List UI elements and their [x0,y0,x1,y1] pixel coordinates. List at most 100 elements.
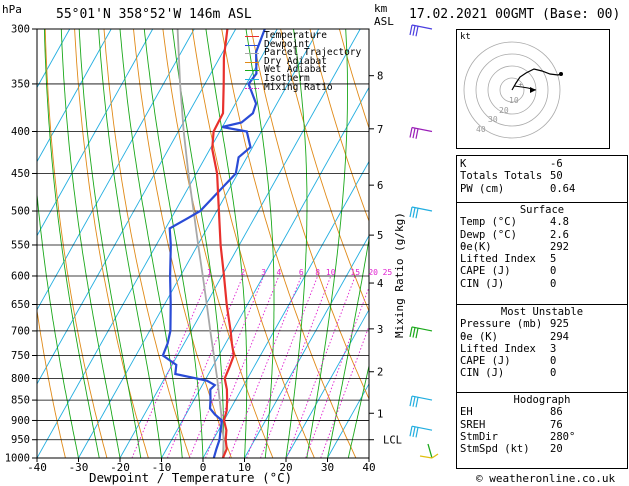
legend-mixing-ratio: Mixing Ratio [245,82,361,93]
height-axis: 8 7 6 5 4 3 2 1 LCL [369,71,402,447]
wind-barb [409,206,433,219]
temperature-tick-label: 10 [238,461,251,474]
pw-value: 0.64 [550,182,576,195]
hodograph-table: Hodograph EH 86 SREH 76 StmDir 280° StmSpd … [456,392,628,469]
dry-adiabat-line [309,29,369,223]
pressure-tick-label: 1000 [5,453,30,465]
hodograph-table-title: Hodograph [513,394,571,406]
mixing-ratio-axis-title: Mixing Ratio (g/kg) [393,212,406,338]
pressure-tick-label: 650 [11,299,30,311]
surface-row-label: CIN (J) [460,277,505,290]
temperature-tick-label: -20 [110,461,130,474]
surface-row-value: 0 [550,265,557,278]
mixing-ratio-label: 8 [315,268,320,277]
pressure-tick-label: 400 [11,126,30,138]
mixing-ratio-label: 2 [240,268,245,277]
hodograph-ring [499,77,525,103]
hodo-row-label: StmDir [460,430,498,443]
isotherm-line [37,29,278,458]
wet-adiabat-line [37,189,79,458]
mixing-ratio-label: 6 [299,268,304,277]
dry-adiabat-line [37,308,66,458]
totals-value: 50 [550,170,563,183]
mu-row-value: 0 [550,355,557,368]
isotherm-line [161,86,369,458]
mixing-ratio-label: 1 [207,268,212,277]
hodo-row-label: SREH [460,418,486,431]
dry-adiabat-line [280,29,369,313]
height-tick-label: 5 [377,230,383,242]
pressure-tick-label: 350 [11,78,30,90]
pressure-tick-label: 750 [11,350,30,362]
temperature-tick-label: 0 [200,461,207,474]
surface-title: Surface [519,204,565,216]
isotherm-line [285,308,369,458]
pressure-axis: 300 350 400 450 500 550 600 650 700 750 800 850 900 9… [5,24,37,465]
height-tick-label: 6 [377,180,383,192]
asl-label: ASL [374,15,394,28]
legend-temperature: Temperature [245,31,361,41]
isotherm-line [37,29,112,163]
pressure-tick-label: 800 [11,373,30,385]
surface-row-value: 4.8 [550,216,569,229]
wet-adiabat-line [327,236,369,458]
wet-adiabat-line [285,29,308,458]
dry-adiabat-line [133,29,232,458]
plot-lines [37,29,369,458]
mixing-ratio-line [228,275,302,458]
temperature-tick-label: 20 [279,461,292,474]
height-tick-label: 2 [377,367,383,379]
mixing-ratio-line [286,275,356,458]
pressure-tick-label: 700 [11,325,30,337]
dewpoint-line [161,29,266,458]
surface-table: Surface Temp (°C) 4.8 Dewp (°C) 2.6 θe(K) 2… [456,202,628,306]
mixing-ratio-label: 20 [368,268,378,277]
wind-barb [409,24,433,37]
legend-wet-adiabat: Wet Adiabat [245,65,361,75]
mu-row-label: CAPE (J) [460,355,511,368]
dry-adiabat-line [74,29,149,458]
surface-row-label: θe(K) [460,240,492,253]
hodograph: kt 10 20 30 40 + [456,29,610,149]
surface-row-value: 5 [550,253,557,266]
wet-adiabat-line [245,29,275,458]
pressure-tick-label: 900 [11,415,30,427]
dry-adiabat-line [221,29,357,458]
hodograph-ring-label: 10 [509,96,519,105]
legend-dewpoint: Dewpoint [245,39,361,50]
pressure-tick-label: 500 [11,206,30,218]
height-tick-label: 3 [377,324,383,336]
mixing-ratio-labels: 1 2 3 4 6 8 10 15 20 25 [207,268,393,277]
hodograph-ring-label: 40 [476,125,486,134]
svg-text:+: + [518,82,523,89]
mu-row-label: Pressure (mb) [460,318,543,331]
height-tick-label: 8 [377,71,383,83]
legend: Temperature Dewpoint Parcel Trajectory D… [245,31,361,93]
hodo-row-value: 86 [550,406,563,419]
isotherm-line [37,29,237,385]
mixing-ratio-line [166,275,244,458]
surface-row-value: 292 [550,240,569,253]
most-unstable-title: Most Unstable [500,306,584,318]
isotherm-line [327,382,369,458]
wind-barb [409,126,433,139]
datetime-title: 17.02.2021 00GMT (Base: 00) [409,7,621,22]
hodograph-kt-label: kt [460,32,471,42]
pressure-tick-label: 550 [11,239,30,251]
copyright-footer: © weatheronline.co.uk [476,472,616,485]
temperature-tick-label: -40 [27,461,47,474]
legend-dry-adiabat: Dry Adiabat [245,57,361,67]
surface-row-value: 2.6 [550,228,569,241]
hodograph-trace [511,68,562,91]
pressure-tick-label: 600 [11,270,30,282]
k-index-label: K [460,158,467,170]
mixing-ratio-label: 10 [326,268,336,277]
height-tick-label: LCL [383,435,402,447]
isotherm-line [202,160,369,458]
wet-adiabat-line [347,363,369,458]
mixing-ratio-label: 4 [277,268,282,277]
isotherm-line [244,234,369,458]
location-title: 55°01'N 358°52'W 146m ASL [56,7,252,22]
mixing-ratio-line [305,286,369,458]
parcel-trajectory-line [176,29,225,458]
